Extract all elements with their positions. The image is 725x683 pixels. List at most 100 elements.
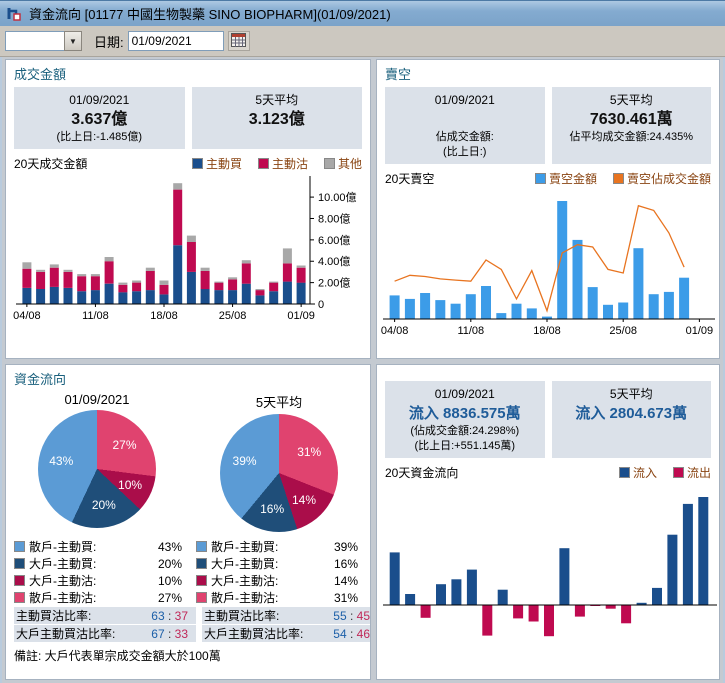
window-title: 資金流向 [01177 中國生物製藥 SINO BIOPHARM](01/09/… bbox=[29, 7, 391, 22]
turnover-chart-label: 20天成交金額 bbox=[14, 157, 88, 171]
legend-label: 賣空金額 bbox=[548, 172, 597, 186]
short-today-date: 01/09/2021 bbox=[434, 93, 495, 107]
turnover-today-value: 3.637億 bbox=[71, 111, 128, 128]
netflow-avg5-value: 流入 2804.673萬 bbox=[575, 405, 688, 422]
netflow-chart-label: 20天資金流向 bbox=[385, 466, 459, 480]
legend-row: 大戶-主動買: 16% bbox=[196, 555, 370, 572]
legend-row: 散戶-主動買: 39% bbox=[196, 538, 370, 555]
toolbar: ▼ 日期: bbox=[0, 26, 725, 57]
pie-slice-label: 20% bbox=[91, 497, 116, 512]
legend-value: 14% bbox=[333, 573, 358, 588]
svg-text:25/08: 25/08 bbox=[609, 325, 637, 337]
pie-chart-today: 27% 10% 20% 43% bbox=[38, 410, 156, 528]
turnover-avg5-box: 5天平均 3.123億 bbox=[191, 87, 362, 149]
legend-label: 大戶-主動買: bbox=[211, 557, 279, 571]
netflow-boxes: 01/09/2021 流入 8836.575萬 (佔成交金額:24.298%) … bbox=[385, 381, 711, 458]
legend-row: 散戶-主動沽: 27% bbox=[14, 589, 196, 606]
netflow-avg5-label: 5天平均 bbox=[609, 387, 653, 401]
short-selling-chart: 04/08 11/08 18/08 25/08 01/09 bbox=[381, 201, 715, 337]
svg-text:4.00億: 4.00億 bbox=[318, 255, 350, 268]
pie-disc bbox=[220, 414, 338, 532]
svg-text:04/08: 04/08 bbox=[13, 310, 41, 322]
legend-item: 賣空佔成交金額 bbox=[612, 170, 711, 187]
legend-label: 流出 bbox=[686, 466, 711, 480]
legend-row: 大戶-主動買: 20% bbox=[14, 555, 196, 572]
svg-text:18/08: 18/08 bbox=[533, 325, 561, 337]
legend-label: 大戶-主動沽: bbox=[211, 574, 279, 588]
pie-disc bbox=[38, 410, 156, 528]
calendar-button[interactable] bbox=[227, 31, 250, 51]
combo-dropdown-button[interactable]: ▼ bbox=[64, 31, 82, 51]
footnote: 備註: 大戶代表單宗成交金額大於100萬 bbox=[14, 649, 221, 663]
ratio-row: 大戶主動買沽比率: 67 : 33 大戶主動買沽比率: 54 : 46 bbox=[14, 625, 370, 642]
legend-value: 20% bbox=[157, 556, 182, 571]
legend-label: 主動買 bbox=[205, 157, 242, 171]
netflow-avg5-box: 5天平均 流入 2804.673萬 bbox=[551, 381, 711, 458]
legend-label: 主動沽 bbox=[271, 157, 308, 171]
turnover-chart: 0 2.00億 4.00億 6.00億 8.00億 10.00億 04/08 11/08 18/… bbox=[13, 176, 357, 322]
legend-swatch bbox=[191, 158, 203, 169]
svg-text:10.00億: 10.00億 bbox=[318, 191, 357, 204]
spacer bbox=[554, 424, 710, 439]
netflow-today-box: 01/09/2021 流入 8836.575萬 (佔成交金額:24.298%) … bbox=[385, 381, 545, 458]
legend-swatch bbox=[534, 173, 546, 184]
ratio-sell-value: 37 bbox=[174, 608, 188, 623]
pie-slice-label: 27% bbox=[112, 437, 137, 452]
short-today-value bbox=[387, 109, 543, 130]
pie-block-avg5: 5天平均 31% 14% 16% 39% bbox=[193, 392, 365, 532]
pie-slice-label: 39% bbox=[232, 453, 257, 468]
legend-swatch bbox=[14, 575, 25, 586]
legend-value: 10% bbox=[157, 573, 182, 588]
legend-row: 散戶-主動沽: 31% bbox=[196, 589, 370, 606]
legend-label: 流入 bbox=[632, 466, 657, 480]
pie-slice-label: 14% bbox=[292, 492, 317, 507]
legend-label: 賣空佔成交金額 bbox=[626, 172, 711, 186]
legend-value: 27% bbox=[157, 590, 182, 605]
legend-item: 主動沽 bbox=[257, 155, 308, 172]
svg-text:11/08: 11/08 bbox=[82, 310, 109, 322]
stock-code-input[interactable] bbox=[5, 31, 64, 51]
legend-item: 主動買 bbox=[191, 155, 242, 172]
fund-flow-pies: 01/09/2021 27% 10% 20% 43% 5天平均 31% 14% 16% 39… bbox=[6, 392, 370, 532]
date-input[interactable] bbox=[127, 31, 224, 51]
svg-text:0: 0 bbox=[318, 299, 324, 311]
net-flow-chart bbox=[383, 497, 717, 637]
short-avg5-label: 5天平均 bbox=[609, 93, 653, 107]
legend-item: 流出 bbox=[672, 464, 711, 481]
legend-value: 39% bbox=[333, 539, 358, 554]
pie-avg5-title: 5天平均 bbox=[255, 395, 303, 410]
legend-label: 大戶-主動買: bbox=[29, 557, 97, 571]
pie-chart-avg5: 31% 14% 16% 39% bbox=[220, 414, 338, 532]
turnover-today-date: 01/09/2021 bbox=[69, 93, 130, 107]
legend-swatch bbox=[612, 173, 624, 184]
legend-swatch bbox=[14, 541, 25, 552]
legend-swatch bbox=[257, 158, 269, 169]
svg-text:04/08: 04/08 bbox=[381, 325, 408, 337]
ratio-buy-value: 55 bbox=[333, 608, 347, 623]
ratio-cell: 主動買沽比率: 55 : 45 bbox=[202, 607, 370, 624]
fund-flow-legend: 散戶-主動買: 43% 散戶-主動買: 39% 大戶-主動買: 20% 大戶-主動買:… bbox=[14, 538, 364, 606]
short-avg5-pct: 佔平均成交金額:24.435% bbox=[569, 131, 693, 143]
netflow-today-value: 流入 8836.575萬 bbox=[408, 405, 521, 422]
short-chart-label: 20天賣空 bbox=[385, 172, 435, 186]
legend-swatch bbox=[196, 558, 207, 569]
ratio-label: 主動買沽比率: bbox=[16, 609, 92, 623]
short-selling-panel: 賣空 01/09/2021 佔成交金額: (比上日:) 5天平均 7630.46… bbox=[376, 59, 720, 359]
pie-slice-label: 10% bbox=[118, 477, 143, 492]
legend-label: 散戶-主動沽: bbox=[29, 591, 97, 605]
stock-code-combobox[interactable]: ▼ bbox=[5, 31, 82, 51]
svg-text:6.00億: 6.00億 bbox=[318, 234, 350, 247]
short-panel-title: 賣空 bbox=[385, 67, 412, 82]
legend-label: 散戶-主動買: bbox=[29, 540, 97, 554]
legend-value: 31% bbox=[333, 590, 358, 605]
svg-text:25/08: 25/08 bbox=[219, 310, 247, 322]
turnover-legend: 主動買 主動沽 其他 bbox=[191, 155, 362, 172]
legend-swatch bbox=[196, 575, 207, 586]
ratio-cell: 主動買沽比率: 63 : 37 bbox=[14, 607, 196, 624]
short-chart-head: 20天賣空 賣空金額 賣空佔成交金額 bbox=[385, 170, 711, 187]
short-legend: 賣空金額 賣空佔成交金額 bbox=[534, 170, 711, 187]
netflow-today-date: 01/09/2021 bbox=[434, 387, 495, 401]
legend-swatch bbox=[196, 592, 207, 603]
turnover-today-delta: (比上日:-1.485億) bbox=[56, 131, 143, 143]
legend-label: 大戶-主動沽: bbox=[29, 574, 97, 588]
